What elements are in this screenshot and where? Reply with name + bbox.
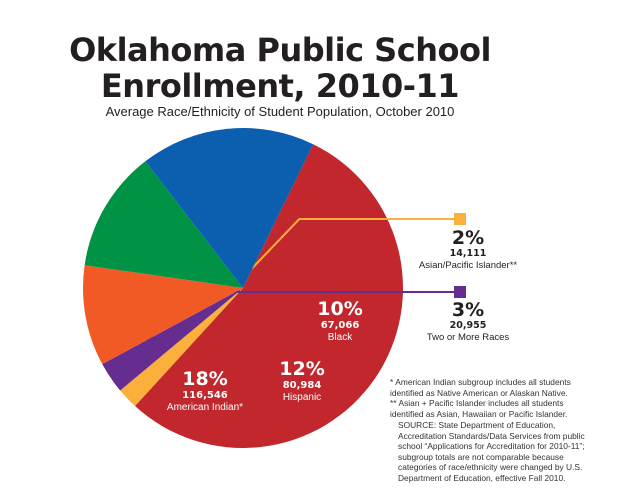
chart-subtitle: Average Race/Ethnicity of Student Popula…: [105, 104, 455, 119]
callout-leader-line: [129, 218, 460, 397]
count-label: 67,066: [321, 320, 360, 331]
count-label: 20,955: [450, 320, 487, 331]
percent-label: 10%: [317, 298, 362, 320]
pie-slice-hispanic: [84, 161, 243, 288]
pie-slice-black: [82, 265, 243, 365]
source-note: SOURCE: State Department of Education, A…: [398, 420, 585, 483]
count-label: 116,546: [182, 390, 228, 401]
chart-title-line-2: Enrollment, 2010-11: [100, 67, 460, 105]
category-label: American Indian*: [167, 402, 243, 413]
footnote-american-indian: * American Indian subgroup includes all s…: [390, 377, 585, 398]
chart-title-line-1: Oklahoma Public School: [69, 31, 491, 69]
percent-label: 12%: [279, 358, 324, 380]
category-label: Two or More Races: [427, 332, 510, 343]
footnote-text: Asian + Pacific Islander includes all st…: [390, 398, 568, 419]
footnote-mark: *: [390, 377, 394, 387]
pie-slice-two-or-more-races: [102, 288, 244, 391]
footnote-mark: **: [390, 398, 397, 408]
percent-label: 18%: [182, 368, 227, 390]
category-label: Black: [328, 332, 353, 343]
callout-marker: [454, 286, 466, 298]
category-label: Hispanic: [283, 392, 321, 403]
count-label: 80,984: [283, 380, 322, 391]
footnote-asian-pacific: ** Asian + Pacific Islander includes all …: [390, 398, 595, 419]
pie-slice-white: [135, 144, 403, 448]
percent-label: 3%: [452, 299, 484, 321]
callout-marker: [454, 213, 466, 225]
chart-title: Oklahoma Public School Enrollment, 2010-…: [60, 32, 500, 104]
category-label: Asian/Pacific Islander**: [419, 260, 518, 271]
percent-label: 2%: [452, 227, 484, 249]
pie-slice-asian-pacific-islander: [120, 288, 243, 407]
count-label: 14,111: [450, 248, 487, 259]
footnote-text: American Indian subgroup includes all st…: [390, 377, 571, 398]
pie-slice-american-indian: [145, 127, 314, 289]
